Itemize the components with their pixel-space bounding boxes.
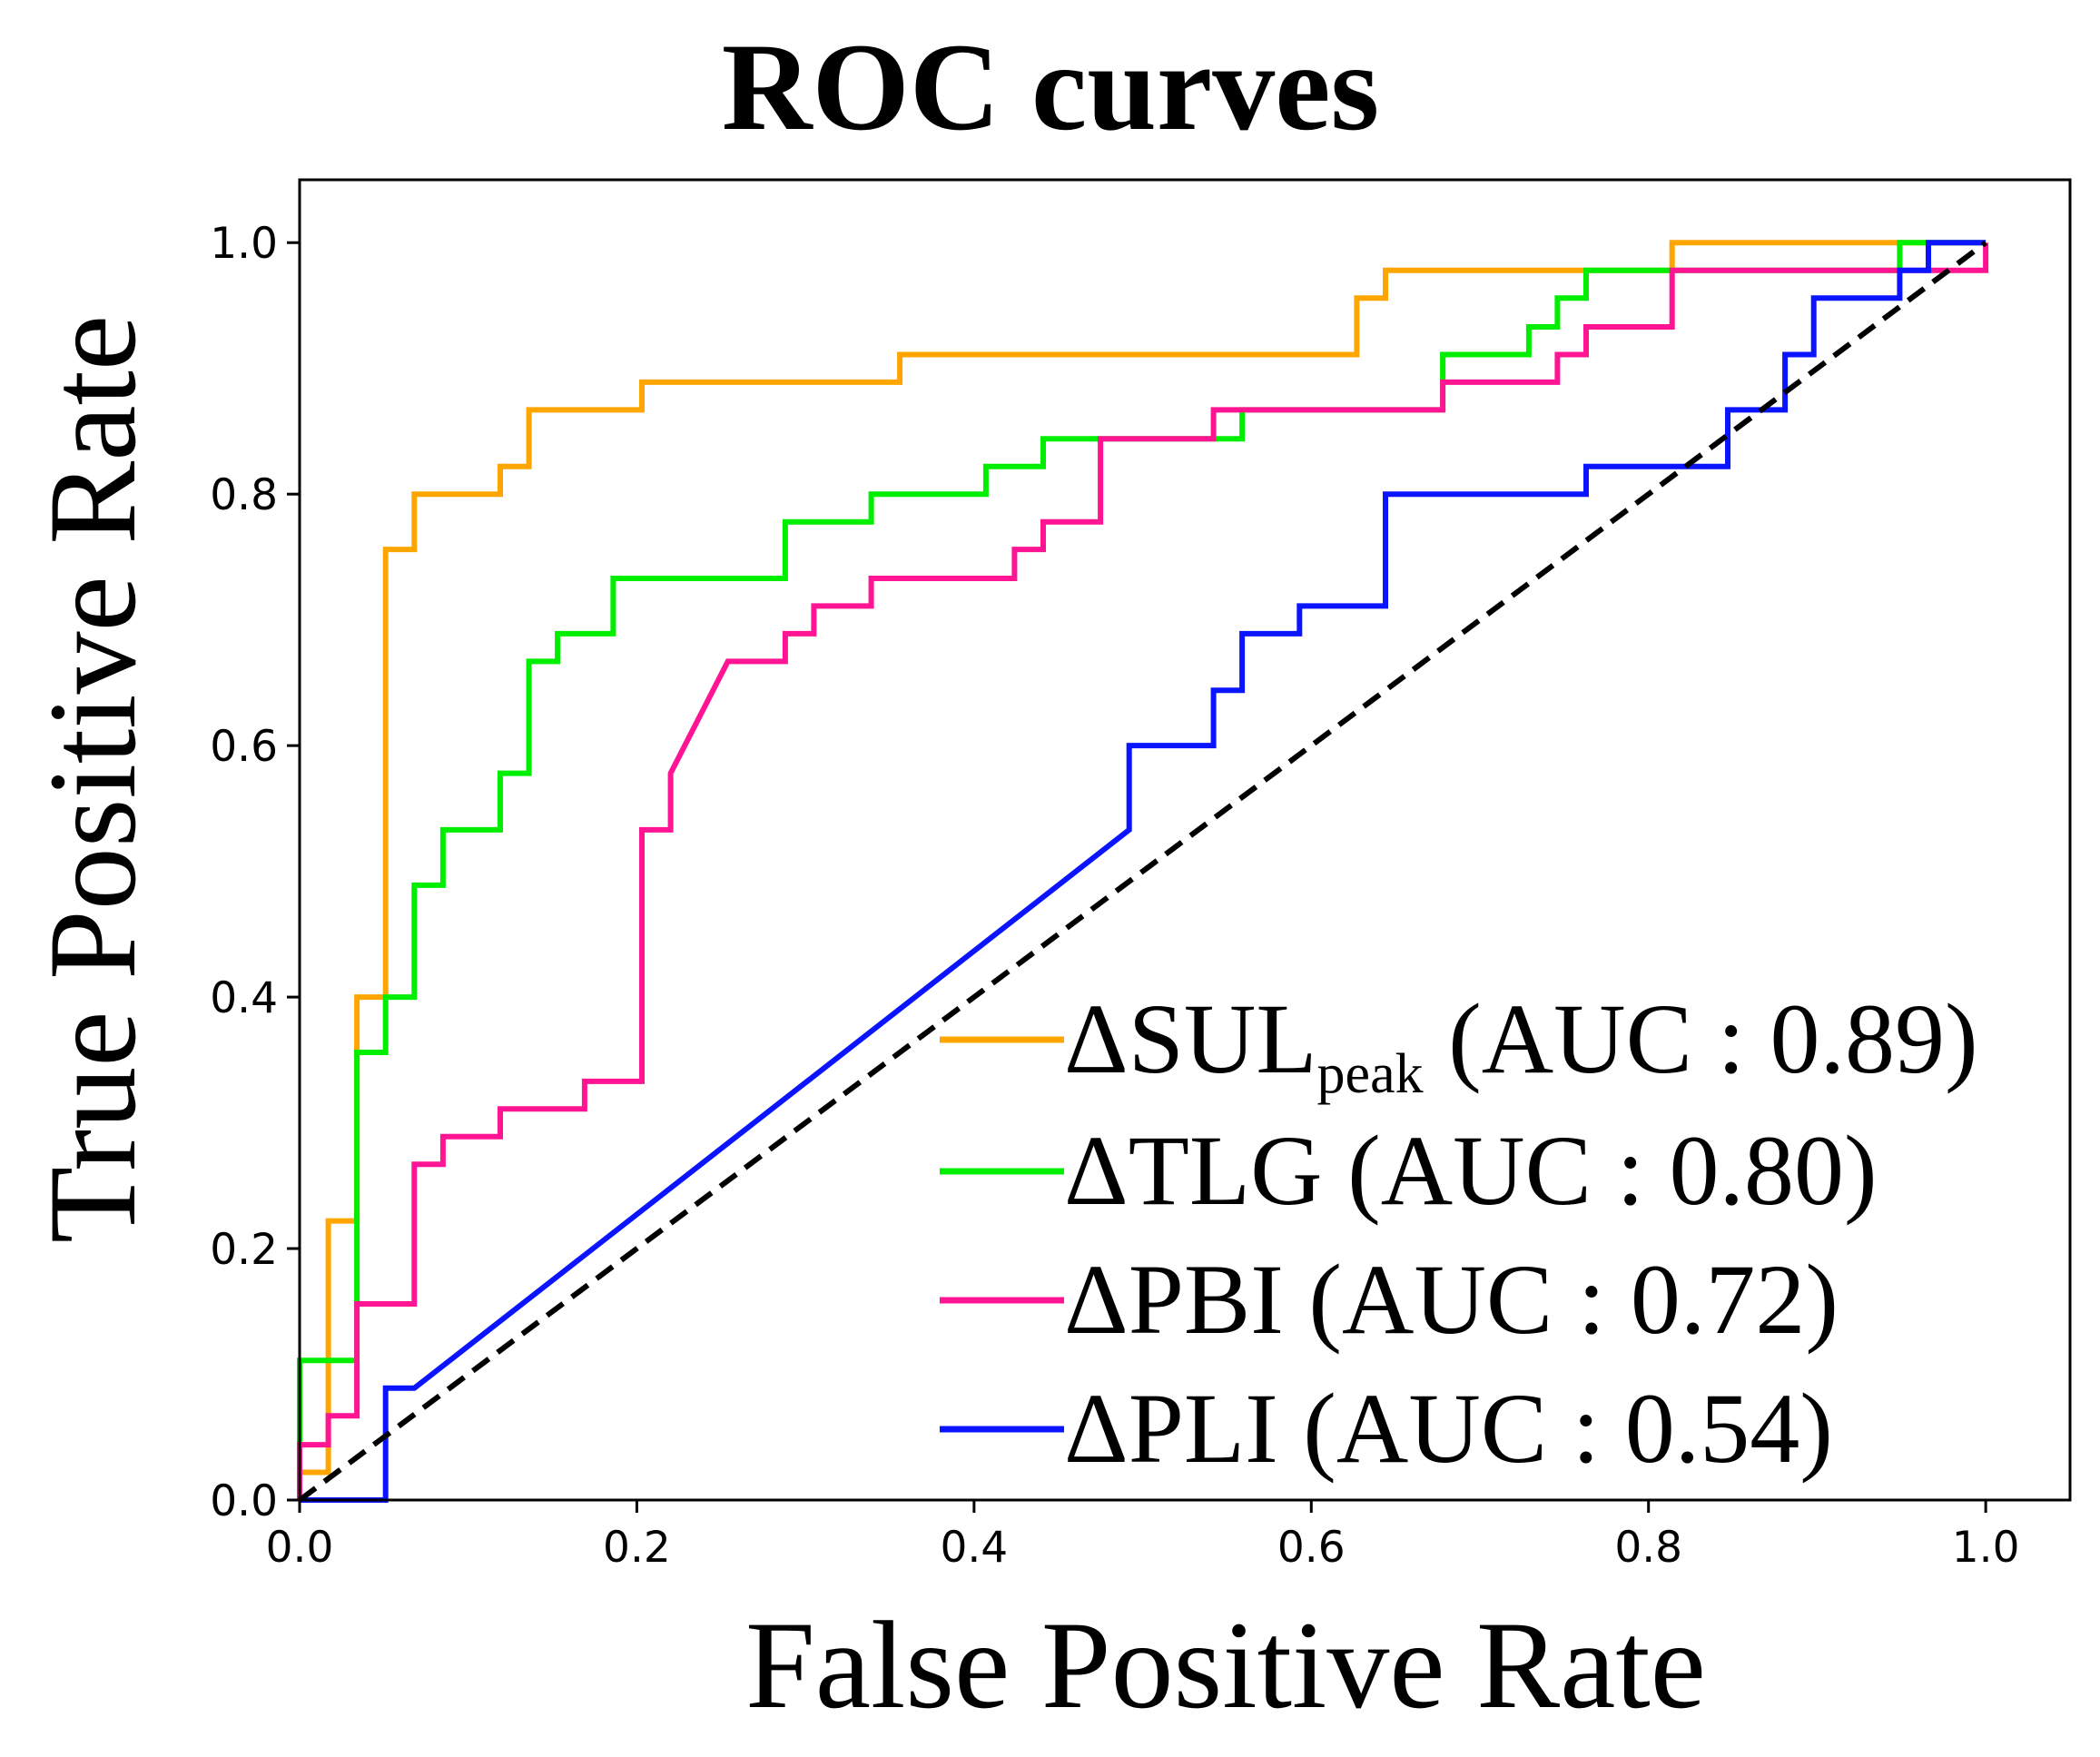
y-tick-label: 0.2 [210, 1225, 278, 1275]
plot-frame [298, 178, 2072, 1502]
plot-area [297, 178, 2072, 1503]
legend-label: ΔSULpeak (AUC : 0.89) [1064, 983, 1978, 1105]
roc-curve-3 [297, 242, 1989, 1500]
x-axis-ticks: 0.0 0.2 0.4 0.6 0.8 1.0 [266, 1500, 2020, 1573]
x-axis-label: False Positive Rate [745, 1595, 1706, 1734]
x-tick-label: 0.6 [1277, 1523, 1346, 1573]
x-tick-label: 0.8 [1614, 1523, 1682, 1573]
x-tick-label: 0.0 [266, 1523, 334, 1573]
y-axis-ticks: 0.0 0.2 0.4 0.6 0.8 1.0 [210, 219, 300, 1526]
x-tick-label: 0.4 [940, 1523, 1008, 1573]
x-tick-label: 0.2 [603, 1523, 671, 1573]
legend-label: ΔPLI (AUC : 0.54) [1064, 1373, 1833, 1484]
roc-curve-4 [300, 240, 1987, 1503]
roc-curve-2 [297, 240, 1987, 1500]
x-tick-label: 1.0 [1952, 1523, 2020, 1573]
y-tick-label: 0.4 [210, 973, 278, 1023]
y-tick-label: 0.6 [210, 722, 278, 772]
y-axis-label: True Positive Rate [23, 315, 162, 1243]
chart-title: ROC curves [722, 17, 1379, 156]
legend: ΔSULpeak (AUC : 0.89)ΔTLG (AUC : 0.80) ΔP… [940, 983, 1978, 1484]
y-tick-label: 0.8 [210, 470, 278, 520]
legend-label: ΔPBI (AUC : 0.72) [1064, 1244, 1839, 1355]
y-tick-label: 0.0 [210, 1476, 278, 1526]
legend-label: ΔTLG (AUC : 0.80) [1064, 1115, 1878, 1226]
chance-diagonal-line [298, 240, 1987, 1503]
y-tick-label: 1.0 [210, 219, 278, 269]
